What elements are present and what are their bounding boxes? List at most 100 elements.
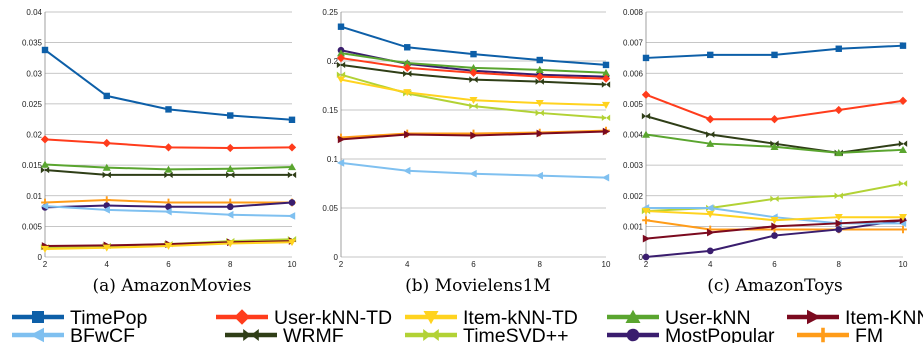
x-tick-label: 4 bbox=[708, 260, 713, 269]
data-point-fm bbox=[899, 225, 907, 234]
legend-marker-bowtie bbox=[423, 329, 439, 341]
data-point-mostpopular bbox=[226, 203, 234, 211]
data-point-item-knn bbox=[771, 222, 779, 231]
legend-label: WRMF bbox=[283, 325, 344, 343]
data-point-timepop bbox=[41, 46, 49, 54]
y-tick-label: 0 bbox=[639, 253, 644, 262]
data-point-wrmf bbox=[164, 171, 173, 179]
data-point-timesvdplusplus bbox=[535, 109, 544, 117]
legend-item-wrmf: WRMF bbox=[225, 325, 344, 343]
data-point-timepop bbox=[404, 44, 411, 51]
x-tick-label: 10 bbox=[899, 260, 908, 269]
data-point-user-knn-td bbox=[164, 143, 173, 152]
data-point-timepop bbox=[707, 51, 714, 59]
series-timepop bbox=[642, 42, 907, 62]
legend-label: FM bbox=[855, 325, 883, 343]
legend-label: TimePop bbox=[70, 307, 147, 329]
x-tick-label: 10 bbox=[602, 260, 611, 269]
data-point-user-knn bbox=[535, 65, 544, 74]
y-tick-label: 0.005 bbox=[22, 222, 43, 231]
data-point-user-knn bbox=[288, 163, 296, 171]
data-point-bfwcf bbox=[601, 173, 610, 182]
legend-item-item-knn-td: Item-kNN-TD bbox=[405, 307, 578, 329]
data-point-wrmf bbox=[641, 112, 651, 120]
y-tick-label: 0.25 bbox=[322, 8, 338, 17]
legend-marker-square bbox=[32, 311, 44, 323]
series-bfwcf bbox=[336, 159, 610, 182]
legend-label: Item-KNN bbox=[845, 307, 923, 329]
legend-marker-triangle-right bbox=[807, 309, 821, 325]
legend-label: TimeSVD++ bbox=[463, 325, 568, 343]
x-tick-label: 4 bbox=[105, 260, 110, 269]
data-point-item-knn-td bbox=[535, 99, 544, 107]
data-point-bfwcf bbox=[287, 212, 296, 220]
data-point-item-knn bbox=[404, 130, 412, 139]
chart-panel-3: 0 0.001 0.002 0.003 0.004 0.005 0.006 0.007 0.00… bbox=[623, 8, 908, 296]
x-tick-label: 2 bbox=[43, 260, 48, 269]
data-point-item-knn-td bbox=[469, 97, 478, 105]
x-tick-label: 10 bbox=[288, 260, 297, 269]
y-tick-label: 0.006 bbox=[623, 69, 644, 78]
legend-marker-circle bbox=[626, 328, 640, 342]
chart-panel-1: 0 0.005 0.01 0.015 0.02 0.025 0.03 0.035 0.04 2 4 6… bbox=[22, 8, 297, 296]
data-point-item-knn-td bbox=[770, 217, 779, 225]
data-point-user-knn bbox=[834, 149, 843, 157]
data-point-item-knn-td bbox=[41, 245, 49, 253]
legend-item-bfwcf: BFwCF bbox=[12, 325, 135, 343]
data-point-wrmf bbox=[706, 131, 715, 138]
y-tick-label: 0.1 bbox=[327, 155, 339, 164]
data-point-mostpopular bbox=[165, 203, 172, 211]
data-point-mostpopular bbox=[771, 232, 778, 239]
data-point-user-knn-td bbox=[834, 105, 843, 115]
x-tick-label: 8 bbox=[538, 260, 543, 269]
data-point-timepop bbox=[470, 50, 477, 58]
legend-marker-plus bbox=[815, 327, 831, 343]
series-timepop bbox=[41, 46, 296, 123]
data-point-user-knn bbox=[642, 130, 650, 138]
series-line-timesvdplusplus bbox=[645, 182, 904, 213]
data-point-wrmf bbox=[898, 140, 908, 147]
x-tick-label: 6 bbox=[772, 260, 777, 269]
data-point-bfwcf bbox=[226, 210, 234, 219]
data-point-mostpopular bbox=[835, 226, 843, 233]
data-point-item-knn-td bbox=[337, 76, 345, 84]
y-tick-label: 0.001 bbox=[623, 222, 644, 231]
data-point-user-knn-td bbox=[40, 135, 50, 144]
data-point-bfwcf bbox=[535, 171, 543, 180]
data-point-mostpopular bbox=[288, 199, 296, 206]
legend-item-user-knn: User-kNN bbox=[607, 307, 751, 329]
series-timesvdplusplus bbox=[641, 180, 908, 215]
data-point-bfwcf bbox=[40, 202, 49, 211]
series-item-knn-td bbox=[337, 76, 610, 109]
data-point-user-knn-td bbox=[469, 68, 478, 77]
legend-label: User-kNN-TD bbox=[274, 307, 392, 329]
y-tick-label: 0 bbox=[38, 253, 43, 262]
legend-label: Item-kNN-TD bbox=[463, 307, 578, 329]
data-point-wrmf bbox=[102, 171, 111, 179]
series-user-knn bbox=[337, 49, 610, 76]
y-tick-label: 0.03 bbox=[26, 69, 42, 78]
data-point-timepop bbox=[771, 51, 778, 59]
data-point-item-knn bbox=[707, 228, 715, 237]
data-point-item-knn-td bbox=[403, 89, 412, 97]
legend-item-item-knn: Item-KNN bbox=[787, 307, 923, 329]
legend-marker-triangle-left bbox=[30, 327, 44, 343]
data-point-item-knn bbox=[536, 129, 544, 138]
data-point-user-knn bbox=[770, 142, 779, 150]
data-point-user-knn-td bbox=[706, 115, 715, 124]
legend-item-mostpopular: MostPopular bbox=[607, 325, 775, 343]
y-tick-label: 0.015 bbox=[22, 161, 43, 170]
data-point-wrmf bbox=[601, 81, 611, 88]
data-point-wrmf bbox=[469, 76, 478, 83]
data-point-item-knn-td bbox=[164, 242, 173, 250]
y-tick-label: 0 bbox=[334, 253, 339, 262]
series-bfwcf bbox=[40, 202, 296, 220]
series-item-knn bbox=[642, 216, 908, 243]
data-point-item-knn bbox=[835, 219, 843, 228]
data-point-wrmf bbox=[535, 78, 544, 85]
data-point-user-knn-td bbox=[287, 143, 297, 152]
series-item-knn bbox=[337, 127, 611, 144]
x-tick-label: 2 bbox=[644, 260, 649, 269]
y-tick-label: 0.01 bbox=[26, 192, 42, 201]
data-point-timesvdplusplus bbox=[469, 102, 478, 110]
